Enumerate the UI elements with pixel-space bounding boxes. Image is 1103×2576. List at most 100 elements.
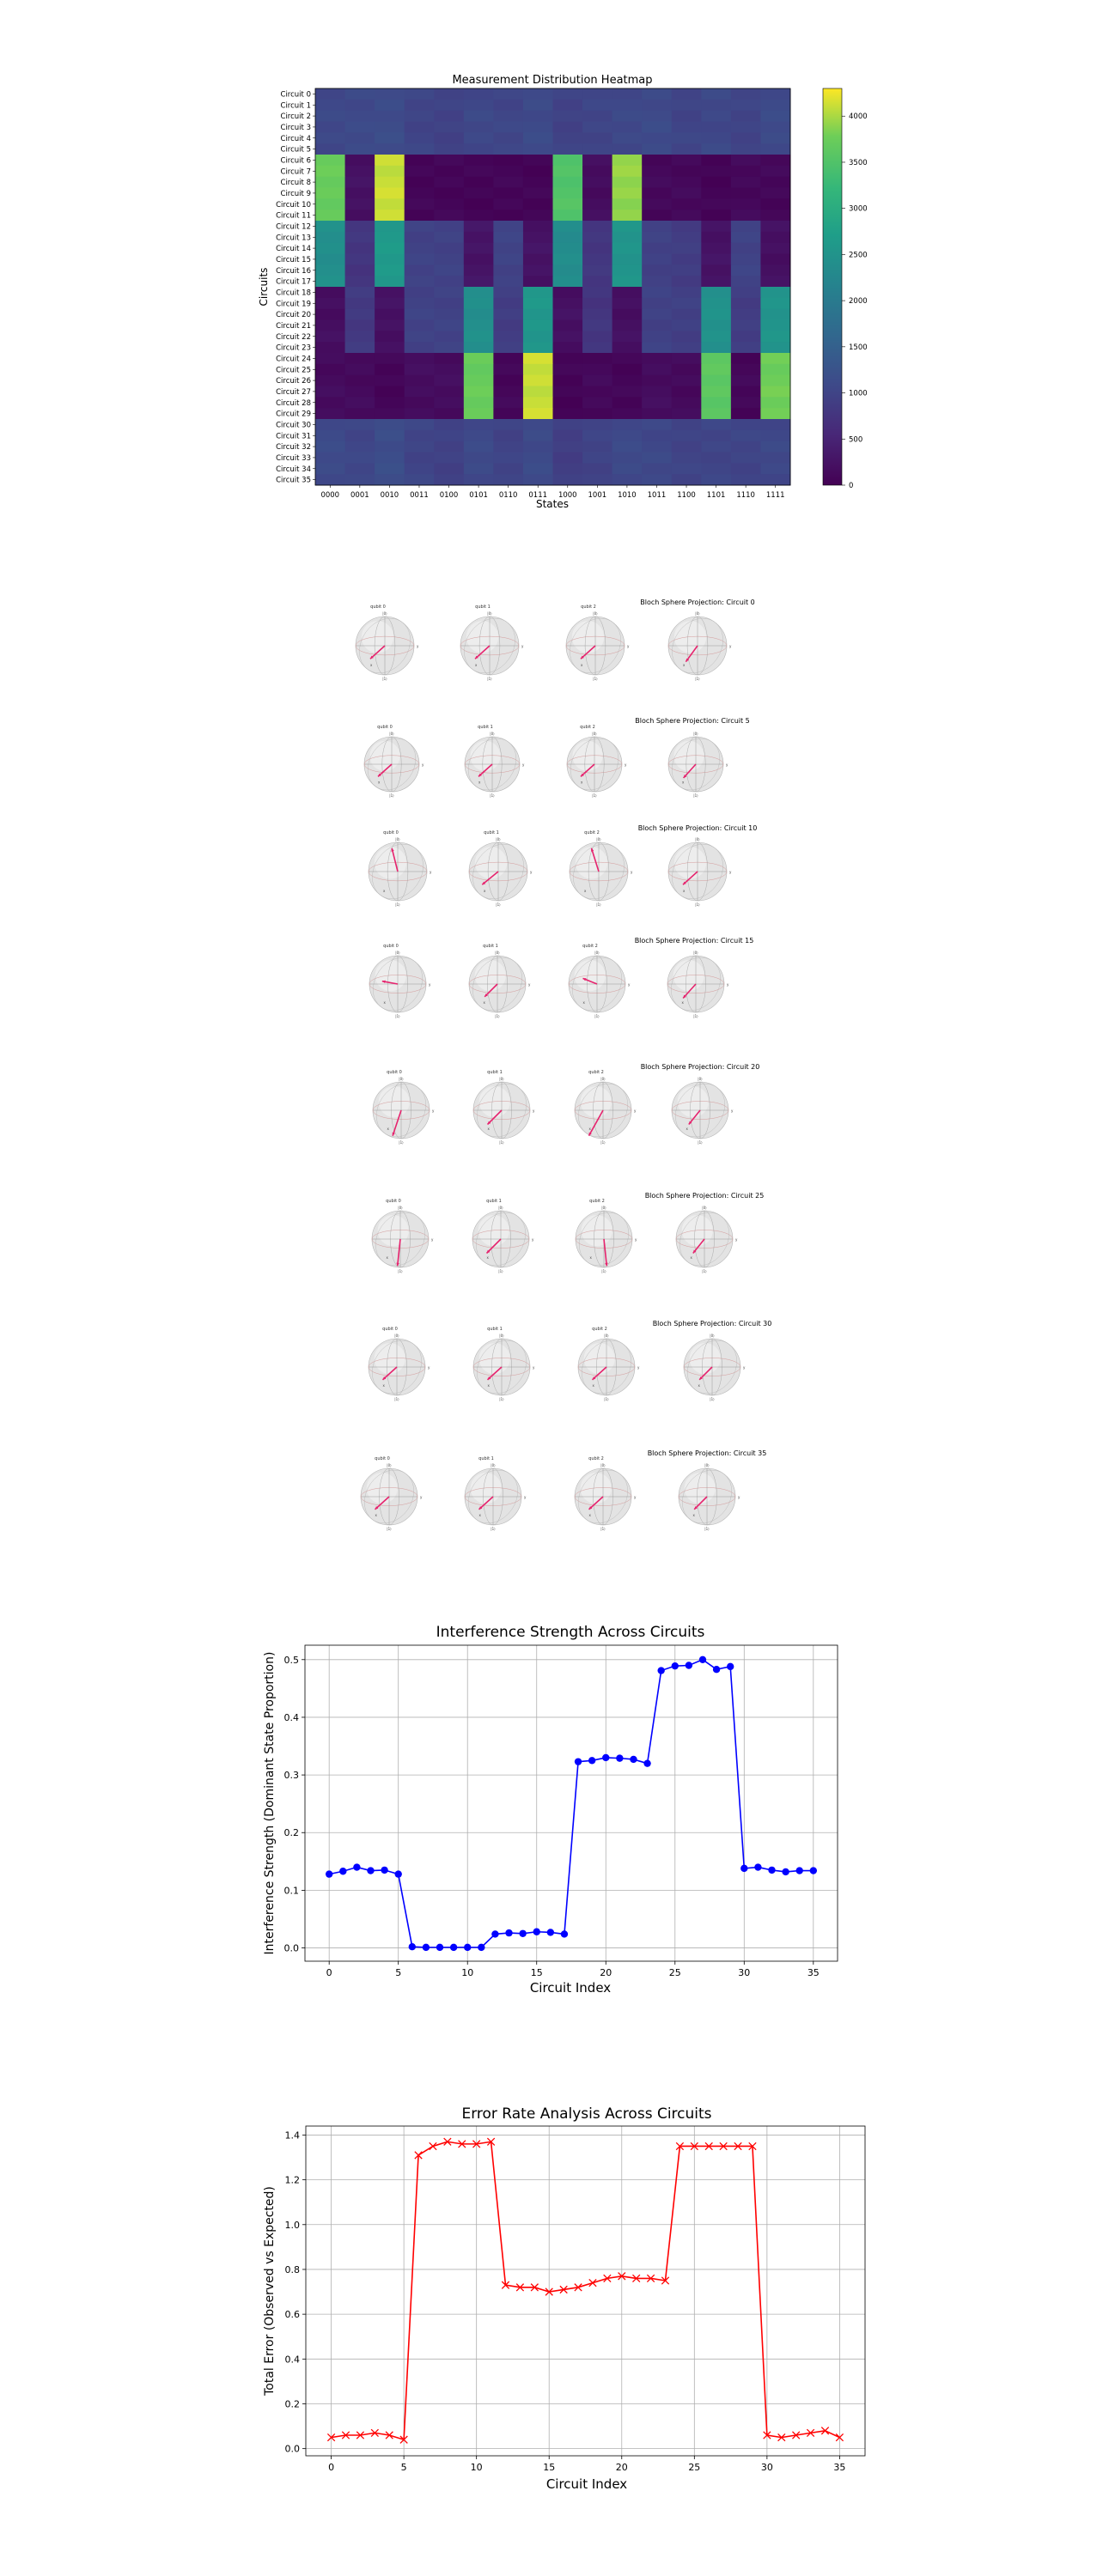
- data-point: [734, 2142, 742, 2151]
- qubit-label: qubit 1: [483, 944, 498, 949]
- heatmap-cell: [730, 342, 761, 354]
- state-vector-arrowhead: [478, 1506, 483, 1510]
- heatmap-cell: [552, 397, 583, 409]
- heatmap-cell: [522, 221, 553, 233]
- heatmap-cell: [315, 440, 346, 453]
- y-tick-label: 0.0: [284, 1943, 300, 1954]
- heatmap-cell: [404, 429, 435, 442]
- axis-label-y: y: [521, 644, 524, 648]
- sphere-highlight: [470, 740, 501, 772]
- heatmap-y-tick-label: Circuit 9: [281, 190, 311, 198]
- qubit-label: qubit 0: [370, 605, 386, 610]
- sphere-highlight: [478, 1214, 509, 1247]
- heatmap-cell: [760, 155, 791, 167]
- heatmap-frame: [314, 88, 791, 486]
- data-point: [519, 1929, 527, 1937]
- heatmap-cell: [522, 176, 553, 188]
- axis-label-x: x: [484, 1000, 486, 1005]
- heatmap-cell: [404, 155, 435, 167]
- heatmap-cell: [730, 110, 761, 122]
- heatmap-cell: [552, 297, 583, 310]
- sphere-highlight: [673, 959, 704, 992]
- heatmap-cell: [463, 342, 494, 354]
- heatmap-cell: [760, 264, 791, 276]
- heatmap-y-tick-label: Circuit 13: [276, 234, 311, 242]
- y-tick-label: 0.2: [284, 1827, 300, 1838]
- heatmap-cell: [552, 374, 583, 386]
- pole-label-top: |0⟩: [499, 1334, 504, 1338]
- pole-label-top: |0⟩: [499, 1077, 504, 1081]
- y-tick-label: 0.4: [285, 2354, 301, 2365]
- heatmap-cell: [671, 155, 702, 167]
- axis-label-x: x: [387, 1255, 389, 1260]
- heatmap-cell: [642, 408, 673, 420]
- heatmap-y-tick-label: Circuit 28: [276, 399, 311, 408]
- heatmap-cell: [642, 374, 673, 386]
- heatmap-cell: [463, 242, 494, 254]
- heatmap-cell: [404, 342, 435, 354]
- bloch-panel-title: Bloch Sphere Projection: Circuit 35: [648, 1449, 767, 1457]
- data-point: [478, 1943, 485, 1952]
- heatmap-cell: [493, 165, 524, 178]
- bloch-sphere: qubit 0|0⟩ |1⟩ y x: [355, 605, 419, 681]
- heatmap-cell: [434, 374, 465, 386]
- heatmap-cell: [582, 386, 613, 398]
- axis-label-x: x: [682, 780, 685, 784]
- heatmap-cell: [522, 374, 553, 386]
- heatmap-cell: [552, 331, 583, 343]
- heatmap-cell: [701, 297, 732, 310]
- colorbar-tick-label: 1500: [849, 343, 868, 352]
- heatmap-cell: [463, 210, 494, 222]
- interference-chart-title: Interference Strength Across Circuits: [436, 1624, 705, 1641]
- axis-label-y: y: [524, 1495, 527, 1499]
- heatmap-cell: [701, 253, 732, 265]
- sphere-highlight: [681, 1214, 713, 1247]
- x-tick-label: 10: [471, 2462, 483, 2473]
- axis-label-x: x: [475, 663, 478, 667]
- heatmap-cell: [463, 231, 494, 244]
- heatmap-cell: [522, 253, 553, 265]
- state-vector-arrowhead: [478, 773, 482, 777]
- heatmap-cell: [434, 397, 465, 409]
- heatmap-cell: [434, 253, 465, 265]
- heatmap-cell: [701, 176, 732, 188]
- heatmap-cell: [375, 331, 405, 343]
- heatmap-cell: [701, 342, 732, 354]
- heatmap-cell: [642, 221, 673, 233]
- series-line: [329, 1658, 814, 1948]
- bloch-sphere: qubit 2 |0⟩ |1⟩ y x: [568, 944, 631, 1018]
- heatmap-cell: [582, 408, 613, 420]
- heatmap-cell: [463, 88, 494, 100]
- axis-label-y: y: [635, 1237, 637, 1242]
- heatmap-cell: [463, 276, 494, 288]
- heatmap-cell: [730, 429, 761, 442]
- heatmap-cell: [701, 331, 732, 343]
- pole-label-top: |0⟩: [702, 1206, 707, 1210]
- axis-label-x: x: [581, 780, 583, 784]
- heatmap-cell: [671, 132, 702, 144]
- meridian-ring: [679, 1212, 729, 1267]
- heatmap-cell: [522, 440, 553, 453]
- y-tick-label: 1.4: [285, 2129, 301, 2141]
- heatmap-cell: [552, 143, 583, 155]
- heatmap-cell: [344, 143, 375, 155]
- heatmap-cell: [642, 297, 673, 310]
- heatmap-cell: [404, 319, 435, 331]
- x-tick-label: 35: [833, 2462, 845, 2473]
- heatmap-cell: [612, 342, 643, 354]
- heatmap-cell: [522, 143, 553, 155]
- interference-grid: [305, 1645, 838, 1961]
- heatmap-cell: [730, 99, 761, 112]
- bloch-sphere: qubit 2 |0⟩ |1⟩ y x: [566, 725, 627, 798]
- heatmap-cell: [404, 452, 435, 464]
- heatmap-cell: [701, 319, 732, 331]
- heatmap-cell: [522, 297, 553, 310]
- heatmap-cell: [552, 319, 583, 331]
- heatmap-cell: [701, 121, 732, 133]
- axis-label-x: x: [691, 1255, 693, 1260]
- heatmap-cell: [612, 386, 643, 398]
- axis-label-x: x: [683, 889, 686, 893]
- heatmap-cell: [404, 165, 435, 178]
